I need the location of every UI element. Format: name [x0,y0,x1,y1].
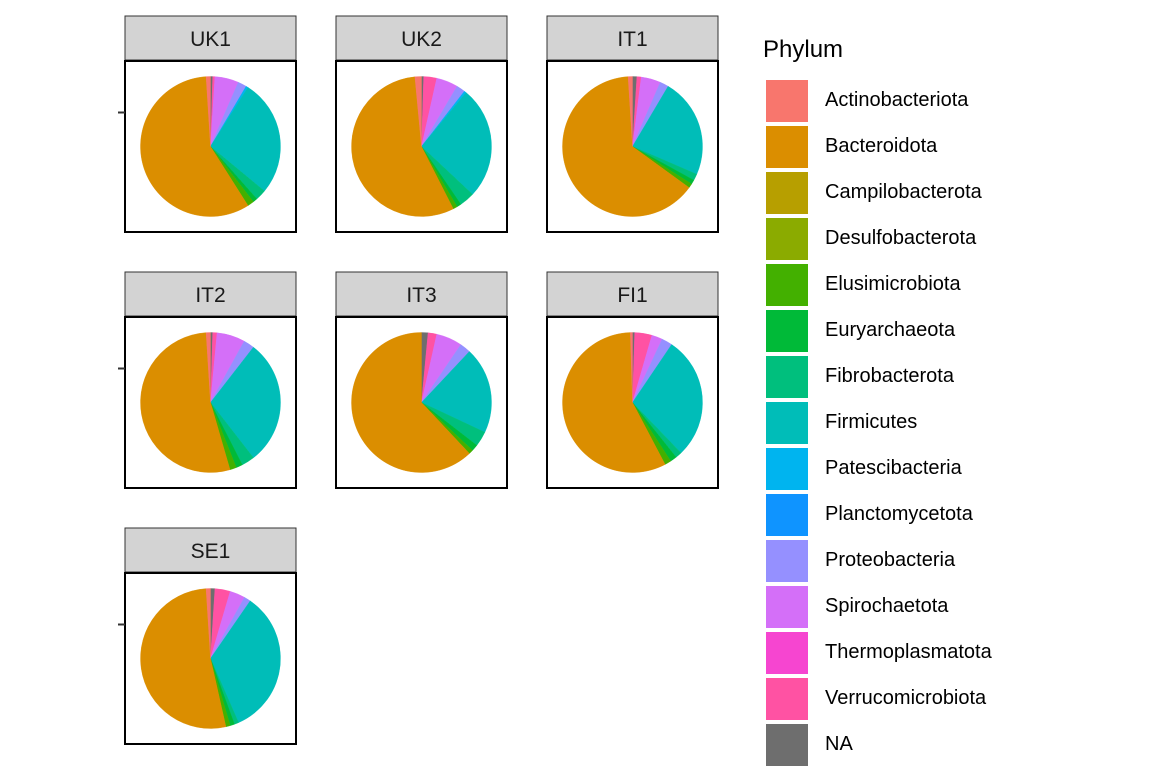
legend-key [766,678,808,720]
legend-item-euryarchaeota: Euryarchaeota [766,308,1066,354]
legend-key [766,356,808,398]
facet-strip-label: SE1 [191,540,231,563]
legend-key [766,402,808,444]
legend-label: Actinobacteriota [825,89,969,111]
facet-strip-label: IT3 [406,284,436,307]
legend-item-verrucomicrobiota: Verrucomicrobiota [766,676,1066,722]
pie-slice-bacteroidota [140,332,231,473]
legend-key [766,126,808,168]
legend-label: Patescibacteria [825,457,962,479]
legend-item-proteobacteria: Proteobacteria [766,538,1066,584]
legend-key [766,724,808,766]
legend-label: Thermoplasmatota [825,641,992,663]
facet-panel-fi1: FI1 [546,271,719,489]
pie-slice-actinobacteriota [630,332,633,403]
facet-panel-it3: IT3 [335,271,508,489]
legend-label: NA [825,733,853,755]
facet-strip-label: IT1 [617,28,647,51]
facet-strip [124,527,297,573]
facet-panel-uk2: UK2 [335,15,508,233]
legend-label: Campilobacterota [825,181,982,203]
facet-strip-label: IT2 [195,284,225,307]
pie-slice-firmicutes [421,92,492,195]
legend-key [766,494,808,536]
pie-slice-firmicutes [421,351,492,433]
legend-item-thermoplasmatota: Thermoplasmatota [766,630,1066,676]
legend-key [766,264,808,306]
pie-slice-bacteroidota [140,76,249,217]
legend-label: Euryarchaeota [825,319,956,341]
pie-slice-bacteroidota [562,332,666,473]
legend-item-bacteroidota: Bacteroidota [766,124,1066,170]
legend-item-planctomycetota: Planctomycetota [766,492,1066,538]
legend-label: Elusimicrobiota [825,273,961,295]
legend-key [766,632,808,674]
legend-item-desulfobacterota: Desulfobacterota [766,216,1066,262]
pie-slice-firmicutes [210,600,281,723]
legend-item-patescibacteria: Patescibacteria [766,446,1066,492]
pie-slice-bacteroidota [562,76,690,217]
legend-title: Phylum [763,36,844,63]
legend-label: Planctomycetota [825,503,973,525]
legend-item-spirochaetota: Spirochaetota [766,584,1066,630]
legend-key [766,310,808,352]
pie-slice-firmicutes [632,85,703,175]
pie-slice-bacteroidota [351,332,470,473]
legend-key [766,448,808,490]
legend-label: Bacteroidota [825,135,938,157]
facet-panel-it2: IT2 [118,271,297,489]
pie-slice-actinobacteriota [205,588,211,659]
legend-item-actinobacteriota: Actinobacteriota [766,78,1066,124]
legend-label: Proteobacteria [825,549,956,571]
legend-item-na: NA [766,722,1066,768]
legend-key [766,586,808,628]
pie-slice-actinobacteriota [205,76,211,147]
legend-item-campilobacterota: Campilobacterota [766,170,1066,216]
facet-panel-se1: SE1 [118,527,297,745]
facet-strip [124,15,297,61]
legend-key [766,540,808,582]
pie-slice-actinobacteriota [414,76,422,147]
legend-label: Spirochaetota [825,595,949,617]
facet-panel-it1: IT1 [546,15,719,233]
legend-label: Fibrobacterota [825,365,954,387]
legend-label: Verrucomicrobiota [825,687,987,709]
legend-item-fibrobacterota: Fibrobacterota [766,354,1066,400]
pie-slice-firmicutes [210,346,281,459]
facet-strip [335,271,508,317]
legend-label: Firmicutes [825,411,918,433]
facet-strip-label: FI1 [617,284,647,307]
legend-key [766,218,808,260]
legend-key [766,80,808,122]
pie-slice-actinobacteriota [627,76,633,147]
facet-strip-label: UK1 [190,28,231,51]
pie-slice-bacteroidota [140,588,227,729]
pie-slice-bacteroidota [351,76,454,217]
legend-item-firmicutes: Firmicutes [766,400,1066,446]
pie-slice-actinobacteriota [205,332,211,403]
facet-panel-uk1: UK1 [118,15,297,233]
pie-slice-firmicutes [632,344,703,454]
pie-slice-firmicutes [210,87,281,192]
legend-item-elusimicrobiota: Elusimicrobiota [766,262,1066,308]
facet-strip-label: UK2 [401,28,442,51]
legend-key [766,172,808,214]
legend-label: Desulfobacterota [825,227,977,249]
facet-strip [546,271,719,317]
